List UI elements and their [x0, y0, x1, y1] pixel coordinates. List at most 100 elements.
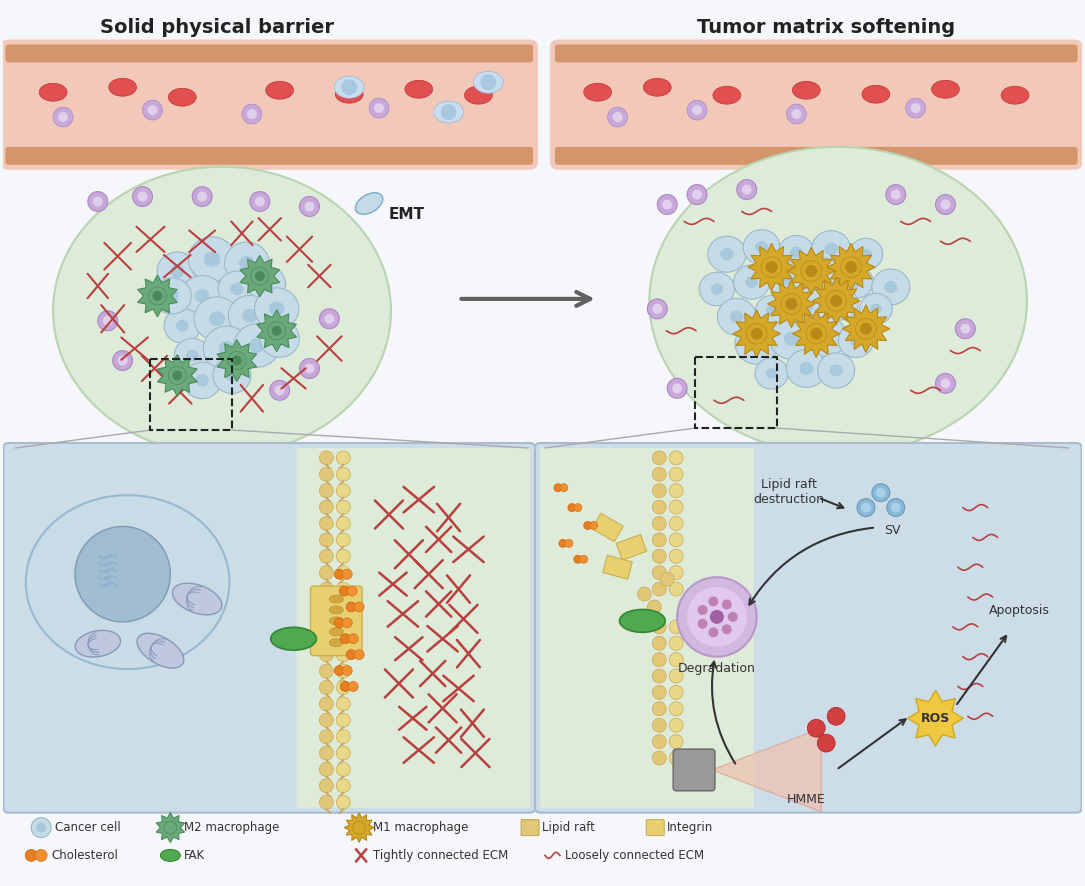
Circle shape [305, 363, 315, 373]
Circle shape [673, 384, 682, 393]
Circle shape [669, 653, 684, 666]
Circle shape [826, 291, 846, 311]
Circle shape [709, 627, 718, 637]
Circle shape [801, 260, 821, 282]
Ellipse shape [819, 330, 833, 344]
FancyBboxPatch shape [3, 443, 535, 812]
Ellipse shape [783, 331, 799, 346]
Text: M1 macrophage: M1 macrophage [373, 821, 469, 834]
Circle shape [319, 500, 333, 514]
Circle shape [669, 582, 684, 596]
Circle shape [669, 467, 684, 481]
Ellipse shape [330, 617, 343, 625]
Circle shape [669, 636, 684, 650]
Polygon shape [257, 310, 296, 352]
Circle shape [669, 669, 684, 683]
Circle shape [319, 697, 333, 711]
Circle shape [319, 582, 333, 596]
Ellipse shape [805, 317, 847, 356]
Circle shape [567, 503, 576, 511]
Ellipse shape [218, 271, 256, 307]
Ellipse shape [1001, 86, 1029, 105]
Circle shape [319, 713, 333, 727]
Circle shape [661, 572, 674, 587]
Ellipse shape [850, 276, 861, 288]
Ellipse shape [473, 72, 503, 93]
Ellipse shape [464, 86, 493, 105]
Circle shape [319, 664, 333, 678]
Circle shape [652, 669, 666, 683]
Circle shape [319, 632, 333, 645]
Polygon shape [592, 513, 623, 541]
Ellipse shape [769, 318, 813, 359]
Ellipse shape [137, 633, 183, 668]
Circle shape [554, 484, 562, 492]
Circle shape [652, 653, 666, 666]
Ellipse shape [720, 248, 733, 260]
Ellipse shape [186, 350, 199, 361]
Circle shape [25, 850, 37, 861]
Text: Cholesterol: Cholesterol [51, 849, 118, 862]
Ellipse shape [334, 76, 365, 98]
Circle shape [669, 517, 684, 531]
Circle shape [319, 533, 333, 547]
Ellipse shape [255, 288, 298, 330]
Circle shape [348, 681, 358, 691]
Circle shape [369, 98, 388, 118]
Ellipse shape [330, 606, 343, 614]
Ellipse shape [743, 229, 780, 265]
Circle shape [255, 197, 265, 206]
Ellipse shape [209, 311, 225, 326]
Circle shape [584, 522, 591, 530]
Circle shape [275, 385, 284, 395]
Circle shape [652, 686, 666, 699]
Circle shape [334, 665, 344, 675]
Ellipse shape [173, 583, 222, 615]
FancyArrowPatch shape [461, 292, 590, 306]
Polygon shape [156, 812, 184, 843]
Ellipse shape [643, 78, 672, 97]
Ellipse shape [801, 258, 842, 297]
Circle shape [762, 257, 782, 277]
Circle shape [669, 686, 684, 699]
Circle shape [652, 734, 666, 749]
Circle shape [59, 113, 68, 122]
Circle shape [886, 499, 905, 517]
Ellipse shape [860, 249, 872, 260]
Polygon shape [748, 244, 795, 291]
Circle shape [36, 822, 47, 833]
Ellipse shape [161, 850, 180, 861]
Circle shape [75, 526, 170, 622]
Circle shape [232, 355, 242, 366]
Ellipse shape [203, 326, 251, 371]
Ellipse shape [733, 265, 769, 299]
Circle shape [299, 197, 319, 216]
Circle shape [608, 107, 627, 127]
Circle shape [341, 681, 350, 691]
Ellipse shape [870, 304, 882, 315]
Ellipse shape [75, 631, 120, 657]
Circle shape [336, 500, 350, 514]
Circle shape [319, 484, 333, 498]
Circle shape [737, 180, 756, 199]
Ellipse shape [830, 364, 843, 377]
Ellipse shape [755, 358, 788, 389]
Polygon shape [788, 247, 835, 295]
Ellipse shape [168, 89, 196, 106]
Circle shape [669, 620, 684, 633]
Circle shape [35, 850, 47, 861]
Circle shape [93, 197, 103, 206]
Ellipse shape [260, 320, 299, 357]
Ellipse shape [850, 335, 863, 346]
Circle shape [669, 451, 684, 465]
Circle shape [669, 719, 684, 732]
Circle shape [652, 304, 662, 314]
Circle shape [255, 271, 265, 281]
Ellipse shape [335, 85, 363, 103]
Circle shape [810, 328, 822, 339]
Circle shape [336, 713, 350, 727]
Circle shape [334, 618, 344, 628]
Circle shape [271, 326, 282, 336]
Circle shape [669, 484, 684, 498]
Ellipse shape [792, 82, 820, 99]
